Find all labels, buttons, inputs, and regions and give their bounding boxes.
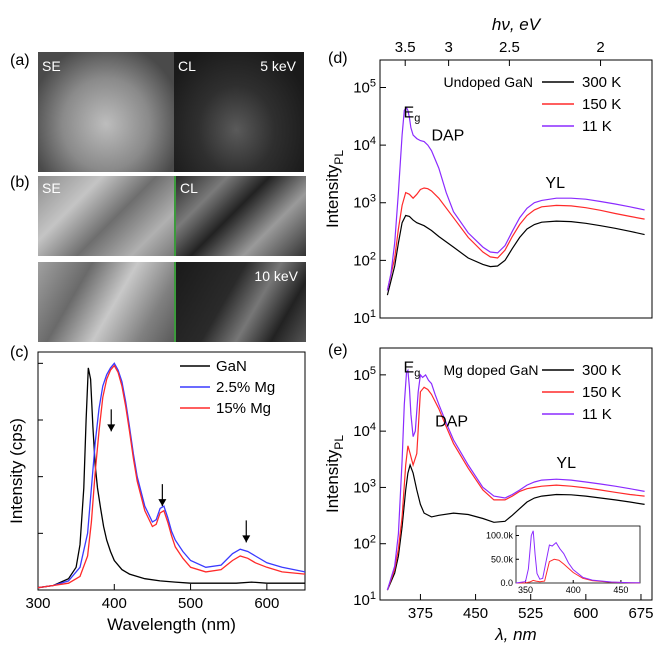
chart-e-xtick-label: 525	[518, 605, 543, 622]
micrograph-b-se-top: SE	[38, 176, 174, 256]
chart-e-xtick-label: 600	[573, 605, 598, 622]
chart-e-inset-ytick-label: 100.0k	[486, 531, 514, 541]
chart-d-series-1	[386, 187, 645, 291]
chart-e-inset-xtick-label: 400	[566, 585, 581, 595]
chart-e-legend-entry: 150 K	[582, 384, 621, 401]
chart-e-inset-xtick-label: 350	[518, 585, 533, 595]
chart-c-legend-entry: 2.5% Mg	[216, 379, 275, 396]
chart-e-frame	[379, 347, 653, 601]
chart-d-frame	[379, 59, 653, 319]
chart-c-series-1	[37, 362, 306, 589]
chart-d-inner-label: Undoped GaN	[444, 74, 534, 90]
chart-c: 300 400 500 600 Wavelength (nm) Intensity (cp…	[7, 351, 306, 634]
micrograph-b-se-label: SE	[42, 180, 61, 196]
chart-d-ylabel: IntensityPL	[323, 150, 346, 228]
chart-e-annotation: DAP	[435, 414, 468, 431]
chart-c-arrow-head	[242, 535, 251, 543]
micrograph-b-energy: 10 keV	[254, 268, 298, 284]
chart-d-ytick-label: 105	[353, 77, 376, 96]
chart-d-legend-entry: 300 K	[582, 74, 621, 91]
chart-e-ylabel: IntensityPL	[323, 435, 346, 513]
chart-e-legend-entry: 11 K	[582, 406, 612, 423]
chart-e-inset-ytick-label: 0.0	[500, 578, 513, 588]
chart-e-xlabel: λ, nm	[494, 625, 536, 644]
chart-e-inset: 0.0 50.0k 100.0k 350 400 450	[486, 525, 641, 595]
panel-label-e: (e)	[328, 342, 348, 359]
chart-c-xlabel: Wavelength (nm)	[107, 615, 236, 634]
chart-d-annotation: DAP	[431, 128, 464, 145]
chart-d-ytick-label: 104	[353, 135, 376, 154]
chart-e-ytick-label: 101	[353, 590, 376, 609]
chart-d-toptick-label: 2	[596, 39, 604, 56]
micrograph-b-cl-label: CL	[180, 180, 198, 196]
chart-d-ytick-label: 102	[353, 250, 376, 269]
chart-d-legend-entry: 150 K	[582, 96, 621, 113]
chart-e-xtick-label: 675	[628, 605, 653, 622]
chart-d-series-2	[386, 106, 645, 291]
chart-c-arrow-head	[158, 499, 167, 507]
panel-label-a: (a)	[10, 52, 30, 69]
chart-d-ytick-label: 103	[353, 193, 376, 212]
chart-e-xtick-label: 450	[463, 605, 488, 622]
chart-c-series-0	[37, 367, 305, 589]
chart-c-xtick-label: 600	[254, 595, 279, 612]
chart-d-top-label: hν, eV	[492, 15, 542, 34]
micrograph-a-cl: CL 5 keV	[174, 52, 304, 172]
chart-d-legend-entry: 11 K	[582, 118, 612, 135]
chart-e-legend-entry: 300 K	[582, 362, 621, 379]
chart-d-toptick-label: 3	[444, 39, 452, 56]
panel-label-c: (c)	[10, 344, 29, 361]
micrograph-b-cl-top: CL	[174, 176, 306, 256]
chart-d-series-0	[386, 214, 645, 296]
chart-d-annotation: Eg	[404, 105, 421, 125]
chart-e-inset-series-1	[515, 530, 641, 584]
chart-c-legend-entry: GaN	[216, 358, 247, 375]
micrograph-a-energy: 5 keV	[260, 58, 296, 74]
chart-d-ytick-label: 101	[353, 308, 376, 327]
chart-e-series-0	[386, 463, 645, 591]
chart-e-ytick-label: 102	[353, 534, 376, 553]
chart-e: 101 102 103 104 105 375 450 525 600 675 λ, nm Inten…	[323, 347, 653, 644]
chart-c-legend-entry: 15% Mg	[216, 400, 271, 417]
chart-e-series-2	[386, 368, 645, 591]
chart-d-toptick-label: 2.5	[499, 39, 520, 56]
chart-e-series-1	[386, 386, 645, 591]
micrograph-a-cl-label: CL	[178, 58, 196, 74]
chart-e-xtick-label: 375	[408, 605, 433, 622]
chart-c-frame	[37, 351, 306, 591]
panel-label-d: (d)	[328, 50, 348, 67]
chart-d-toptick-label: 3.5	[395, 39, 416, 56]
micrograph-a-se-label: SE	[42, 58, 61, 74]
chart-e-inset-ytick-label: 50.0k	[491, 554, 514, 564]
chart-e-inset-xtick-label: 450	[613, 585, 628, 595]
chart-c-series-2	[37, 364, 306, 589]
micrograph-a-se: SE	[38, 52, 174, 172]
chart-c-xtick-label: 500	[178, 595, 203, 612]
chart-e-ytick-label: 105	[353, 365, 376, 384]
chart-e-ytick-label: 103	[353, 477, 376, 496]
micrograph-b-se-bottom	[38, 262, 174, 342]
chart-e-ytick-label: 104	[353, 421, 376, 440]
chart-c-xtick-label: 300	[25, 595, 50, 612]
chart-c-ylabel: Intensity (cps)	[7, 418, 26, 524]
chart-e-inner-label: Mg doped GaN	[444, 362, 539, 378]
chart-d-annotation: YL	[545, 175, 565, 192]
panel-label-b: (b)	[10, 174, 30, 191]
chart-c-xtick-label: 400	[102, 595, 127, 612]
chart-d: 101 102 103 104 105 3.5 3 2.5 2 hν, eV IntensityPL…	[323, 15, 653, 327]
chart-e-annotation: YL	[556, 455, 576, 472]
chart-c-arrow-head	[107, 424, 116, 432]
micrograph-b-cl-bottom: 10 keV	[174, 262, 306, 342]
chart-e-annotation: Eg	[404, 360, 421, 380]
